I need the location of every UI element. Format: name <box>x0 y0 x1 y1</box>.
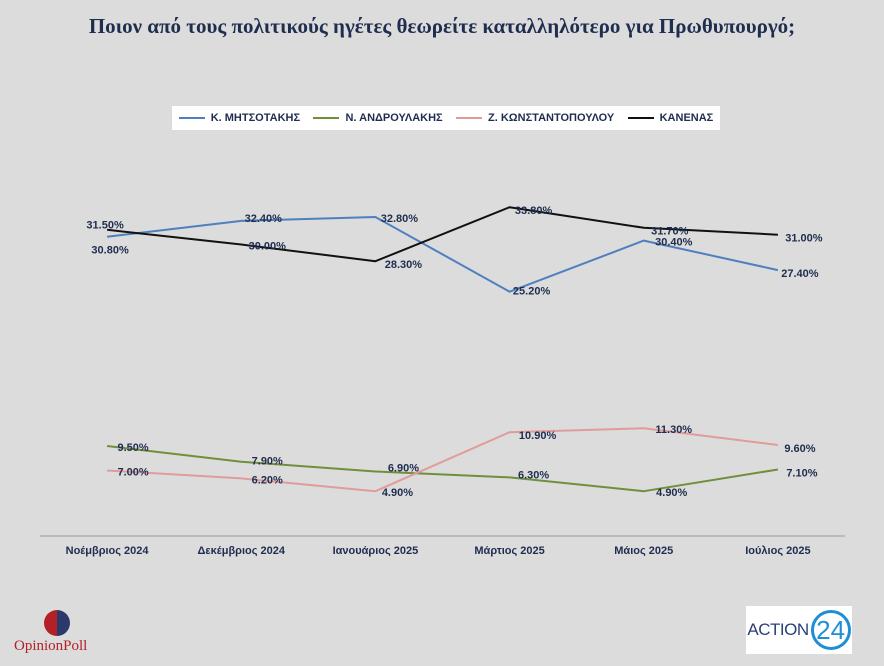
x-tick-label: Νοέμβριος 2024 <box>66 545 150 557</box>
data-label-mitsotakis: 30.40% <box>655 236 693 248</box>
series-line-androulakis <box>106 445 779 493</box>
legend-swatch-androulakis <box>313 117 340 119</box>
legend-item-androulakis: Ν. ΑΝΔΡΟΥΛΑΚΗΣ <box>313 112 443 124</box>
data-label-kanenas: 31.70% <box>651 226 689 238</box>
data-label-konstantopoulou: 9.60% <box>784 443 815 455</box>
data-label-mitsotakis: 25.20% <box>513 286 551 298</box>
series-line-mitsotakis <box>106 216 779 293</box>
opinion-poll-logo-icon <box>44 610 70 636</box>
data-label-konstantopoulou: 10.90% <box>519 430 557 442</box>
legend-item-konstantopoulou: Ζ. ΚΩΝΣΤΑΝΤΟΠΟΥΛΟΥ <box>456 112 614 124</box>
x-tick-label: Μάιος 2025 <box>614 545 673 557</box>
chart-title: Ποιον από τους πολιτικούς ηγέτες θεωρείτ… <box>88 14 796 38</box>
legend-swatch-konstantopoulou <box>456 117 483 119</box>
data-label-androulakis: 6.30% <box>518 469 549 481</box>
series-line-konstantopoulou <box>107 427 779 493</box>
data-label-konstantopoulou: 11.30% <box>655 424 692 436</box>
chart-legend: Κ. ΜΗΤΣΟΤΑΚΗΣ Ν. ΑΝΔΡΟΥΛΑΚΗΣ Ζ. ΚΩΝΣΤΑΝΤ… <box>172 106 720 130</box>
x-tick-label: Δεκέμβριος 2024 <box>198 545 286 557</box>
data-label-androulakis: 7.90% <box>252 456 283 468</box>
data-label-kanenas: 33.80% <box>515 205 553 217</box>
data-label-androulakis: 6.90% <box>388 462 419 474</box>
legend-label-androulakis: Ν. ΑΝΔΡΟΥΛΑΚΗΣ <box>345 112 443 124</box>
legend-item-mitsotakis: Κ. ΜΗΤΣΟΤΑΚΗΣ <box>178 112 301 124</box>
data-label-konstantopoulou: 7.00% <box>117 466 148 478</box>
x-tick-label: Μάρτιος 2025 <box>474 545 544 557</box>
action24-logo: ACTION 24 <box>746 606 852 654</box>
data-label-konstantopoulou: 6.20% <box>252 474 283 486</box>
x-tick-label: Ιούλιος 2025 <box>745 545 810 557</box>
data-label-kanenas: 30.00% <box>249 240 287 252</box>
data-label-kanenas: 31.50% <box>86 220 124 232</box>
legend-label-mitsotakis: Κ. ΜΗΤΣΟΤΑΚΗΣ <box>210 112 301 124</box>
data-label-mitsotakis: 30.80% <box>91 245 129 257</box>
legend-swatch-mitsotakis <box>178 117 205 119</box>
data-label-androulakis: 9.50% <box>117 442 148 454</box>
series-line-kanenas <box>106 206 778 263</box>
legend-label-konstantopoulou: Ζ. ΚΩΝΣΤΑΝΤΟΠΟΥΛΟΥ <box>488 112 615 124</box>
x-tick-label: Ιανουάριος 2025 <box>333 545 419 557</box>
data-label-mitsotakis: 27.40% <box>781 268 819 280</box>
data-label-kanenas: 31.00% <box>785 233 823 245</box>
data-label-mitsotakis: 32.40% <box>245 213 283 225</box>
opinion-poll-logo: OpinionPoll <box>14 606 104 662</box>
legend-swatch-kanenas <box>627 117 654 119</box>
data-label-androulakis: 4.90% <box>656 487 687 499</box>
opinion-poll-logo-text: OpinionPoll <box>14 638 88 654</box>
action24-logo-number: 24 <box>810 610 851 650</box>
data-label-kanenas: 28.30% <box>385 259 423 271</box>
legend-item-kanenas: ΚΑΝΕΝΑΣ <box>627 112 714 124</box>
data-label-androulakis: 7.10% <box>786 467 817 479</box>
legend-label-kanenas: ΚΑΝΕΝΑΣ <box>659 112 714 124</box>
data-label-mitsotakis: 32.80% <box>381 213 419 225</box>
data-label-konstantopoulou: 4.90% <box>382 487 413 499</box>
action24-logo-word: ACTION <box>747 620 809 639</box>
